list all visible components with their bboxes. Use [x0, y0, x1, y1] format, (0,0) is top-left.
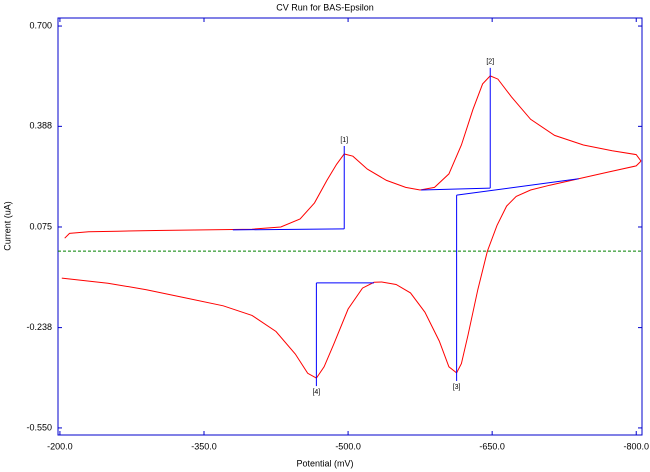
cv-curve — [61, 160, 642, 379]
peak-label: [4] — [312, 389, 320, 396]
plot-frame — [57, 17, 643, 436]
cv-curve — [64, 75, 642, 239]
x-axis-label: Potential (mV) — [296, 458, 353, 468]
x-tick-label: -200.0 — [47, 441, 73, 451]
y-axis-label: Current (uA) — [2, 201, 12, 251]
x-tick-label: -650.0 — [479, 441, 505, 451]
x-tick-label: -350.0 — [191, 441, 217, 451]
y-tick-label: -0.238 — [26, 322, 52, 332]
x-tick-label: -500.0 — [335, 441, 361, 451]
y-tick-label: -0.550 — [26, 422, 52, 432]
peak-baseline — [456, 178, 579, 196]
peak-label: [2] — [486, 59, 494, 66]
y-tick-label: 0.700 — [29, 20, 52, 30]
peak-baseline — [421, 187, 491, 191]
peak-baseline — [232, 228, 345, 231]
y-tick-label: 0.075 — [29, 221, 52, 231]
chart-title: CV Run for BAS-Epsilon — [276, 2, 374, 12]
peak-label: [1] — [340, 137, 348, 144]
peak-label: [3] — [453, 384, 461, 391]
y-tick-label: 0.388 — [29, 121, 52, 131]
x-tick-label: -800.0 — [623, 441, 649, 451]
